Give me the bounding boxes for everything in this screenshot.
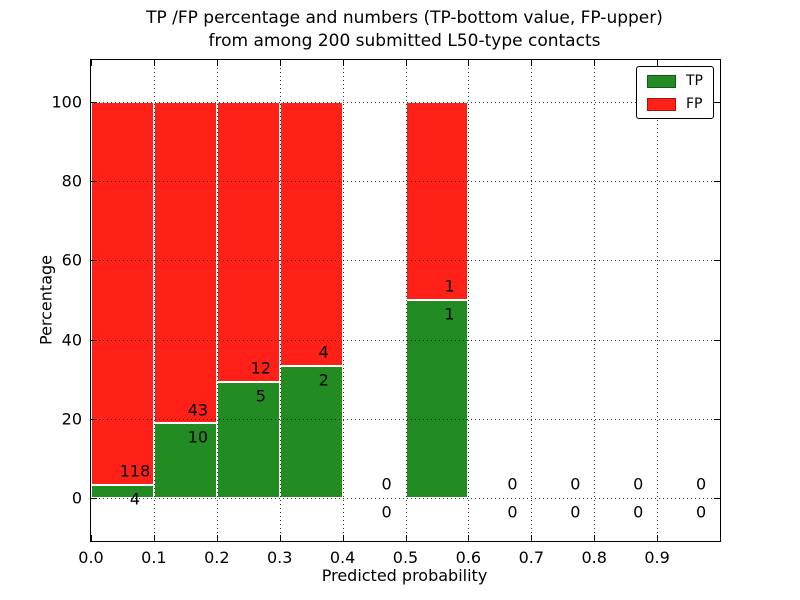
chart-title-line-2: from among 200 submitted L50-type contac…	[208, 31, 601, 51]
x-tick	[216, 535, 218, 541]
tp-count-label: 0	[507, 502, 518, 522]
bar-tp-segment	[279, 366, 343, 499]
x-tick	[657, 535, 659, 541]
fp-count-label: 118	[119, 461, 151, 481]
tp-count-label: 0	[381, 502, 392, 522]
x-tick-label: 0.3	[266, 548, 293, 567]
y-tick	[91, 101, 97, 103]
fp-count-label: 1	[444, 276, 455, 296]
bar-fp-segment	[279, 101, 343, 367]
bar-tp-segment	[216, 381, 280, 499]
bar-tp-segment	[405, 300, 469, 499]
x-tick	[594, 60, 596, 66]
fp-legend-swatch	[647, 97, 676, 111]
y-tick	[714, 101, 720, 103]
v-gridline	[531, 60, 533, 541]
y-tick	[91, 498, 97, 500]
y-tick-label: 40	[61, 330, 82, 350]
x-tick-label: 0.1	[141, 548, 167, 567]
x-tick	[342, 535, 344, 541]
bar-tp-segment	[91, 485, 154, 499]
plot-area: TP FP 0.0 0.1 0.2 0.3 0.4 0.5 0.6 0.7 0.8 0.9 0 20 4…	[51, 59, 721, 567]
x-tick-label: 0.5	[392, 548, 419, 567]
y-tick	[91, 418, 97, 420]
legend-item-tp: TP	[647, 74, 703, 88]
x-tick-label: 0.9	[644, 548, 670, 567]
bar-fp-segment	[91, 101, 154, 486]
x-tick	[279, 535, 281, 541]
y-tick-label: 20	[61, 409, 82, 429]
x-tick	[405, 60, 407, 66]
tp-count-label: 0	[696, 502, 707, 522]
y-tick	[714, 418, 720, 420]
x-tick	[342, 60, 344, 66]
fp-count-label: 0	[696, 474, 707, 494]
bar-fp-segment	[216, 101, 280, 382]
fp-count-label: 0	[381, 474, 392, 494]
chart-title-line-1: TP /FP percentage and numbers (TP-bottom…	[146, 8, 663, 28]
x-tick	[468, 60, 470, 66]
legend: TP FP	[636, 66, 714, 119]
y-tick-label: 100	[51, 92, 82, 112]
v-gridline	[657, 60, 659, 541]
y-tick-label: 0	[71, 488, 82, 508]
x-tick	[405, 535, 407, 541]
fp-count-label: 4	[318, 342, 329, 362]
chart-title: TP /FP percentage and numbers (TP-bottom…	[90, 7, 719, 53]
tp-count-label: 4	[129, 489, 141, 509]
x-tick-label: 0.6	[455, 548, 482, 567]
x-tick-label: 0.2	[204, 548, 230, 567]
tp-legend-label: TP	[686, 73, 703, 89]
fp-count-label: 0	[570, 474, 581, 494]
y-axis-label: Percentage	[36, 254, 56, 346]
x-tick-label: 0.8	[581, 548, 607, 567]
x-tick-label: 0.7	[518, 548, 545, 567]
y-tick	[91, 339, 97, 341]
x-tick	[531, 535, 533, 541]
x-tick	[91, 60, 92, 66]
legend-item-fp: FP	[647, 97, 703, 111]
v-gridline	[468, 60, 470, 541]
fp-count-label: 43	[187, 400, 209, 420]
fp-count-label: 0	[507, 474, 518, 494]
h-gridline	[91, 498, 720, 500]
tp-count-label: 0	[570, 502, 581, 522]
x-tick	[531, 60, 533, 66]
x-tick-label: 0.0	[78, 548, 104, 567]
x-tick-label: 0.4	[329, 548, 356, 567]
bar-fp-segment	[153, 101, 217, 424]
tp-count-label: 2	[318, 370, 329, 390]
y-tick	[714, 498, 720, 500]
fp-legend-label: FP	[686, 96, 703, 112]
y-tick-label: 80	[61, 171, 82, 191]
tp-legend-swatch	[647, 74, 676, 88]
tp-count-label: 0	[633, 502, 644, 522]
x-tick	[216, 60, 218, 66]
y-tick-label: 60	[61, 250, 82, 270]
y-tick	[714, 339, 720, 341]
v-gridline	[594, 60, 596, 541]
v-gridline	[342, 60, 344, 541]
y-tick	[714, 181, 720, 183]
x-tick	[594, 535, 596, 541]
x-tick	[468, 535, 470, 541]
tp-count-label: 10	[187, 427, 209, 447]
fp-count-label: 0	[633, 474, 644, 494]
bar-fp-segment	[405, 101, 469, 301]
fp-count-label: 12	[250, 358, 272, 378]
tp-count-label: 5	[255, 386, 266, 406]
y-tick	[714, 260, 720, 262]
x-axis-label: Predicted probability	[321, 566, 488, 585]
y-tick	[91, 260, 97, 262]
y-tick	[91, 181, 97, 183]
tp-count-label: 1	[444, 304, 455, 324]
x-tick	[153, 60, 155, 66]
x-tick	[279, 60, 281, 66]
x-tick	[153, 535, 155, 541]
x-tick	[91, 535, 92, 541]
